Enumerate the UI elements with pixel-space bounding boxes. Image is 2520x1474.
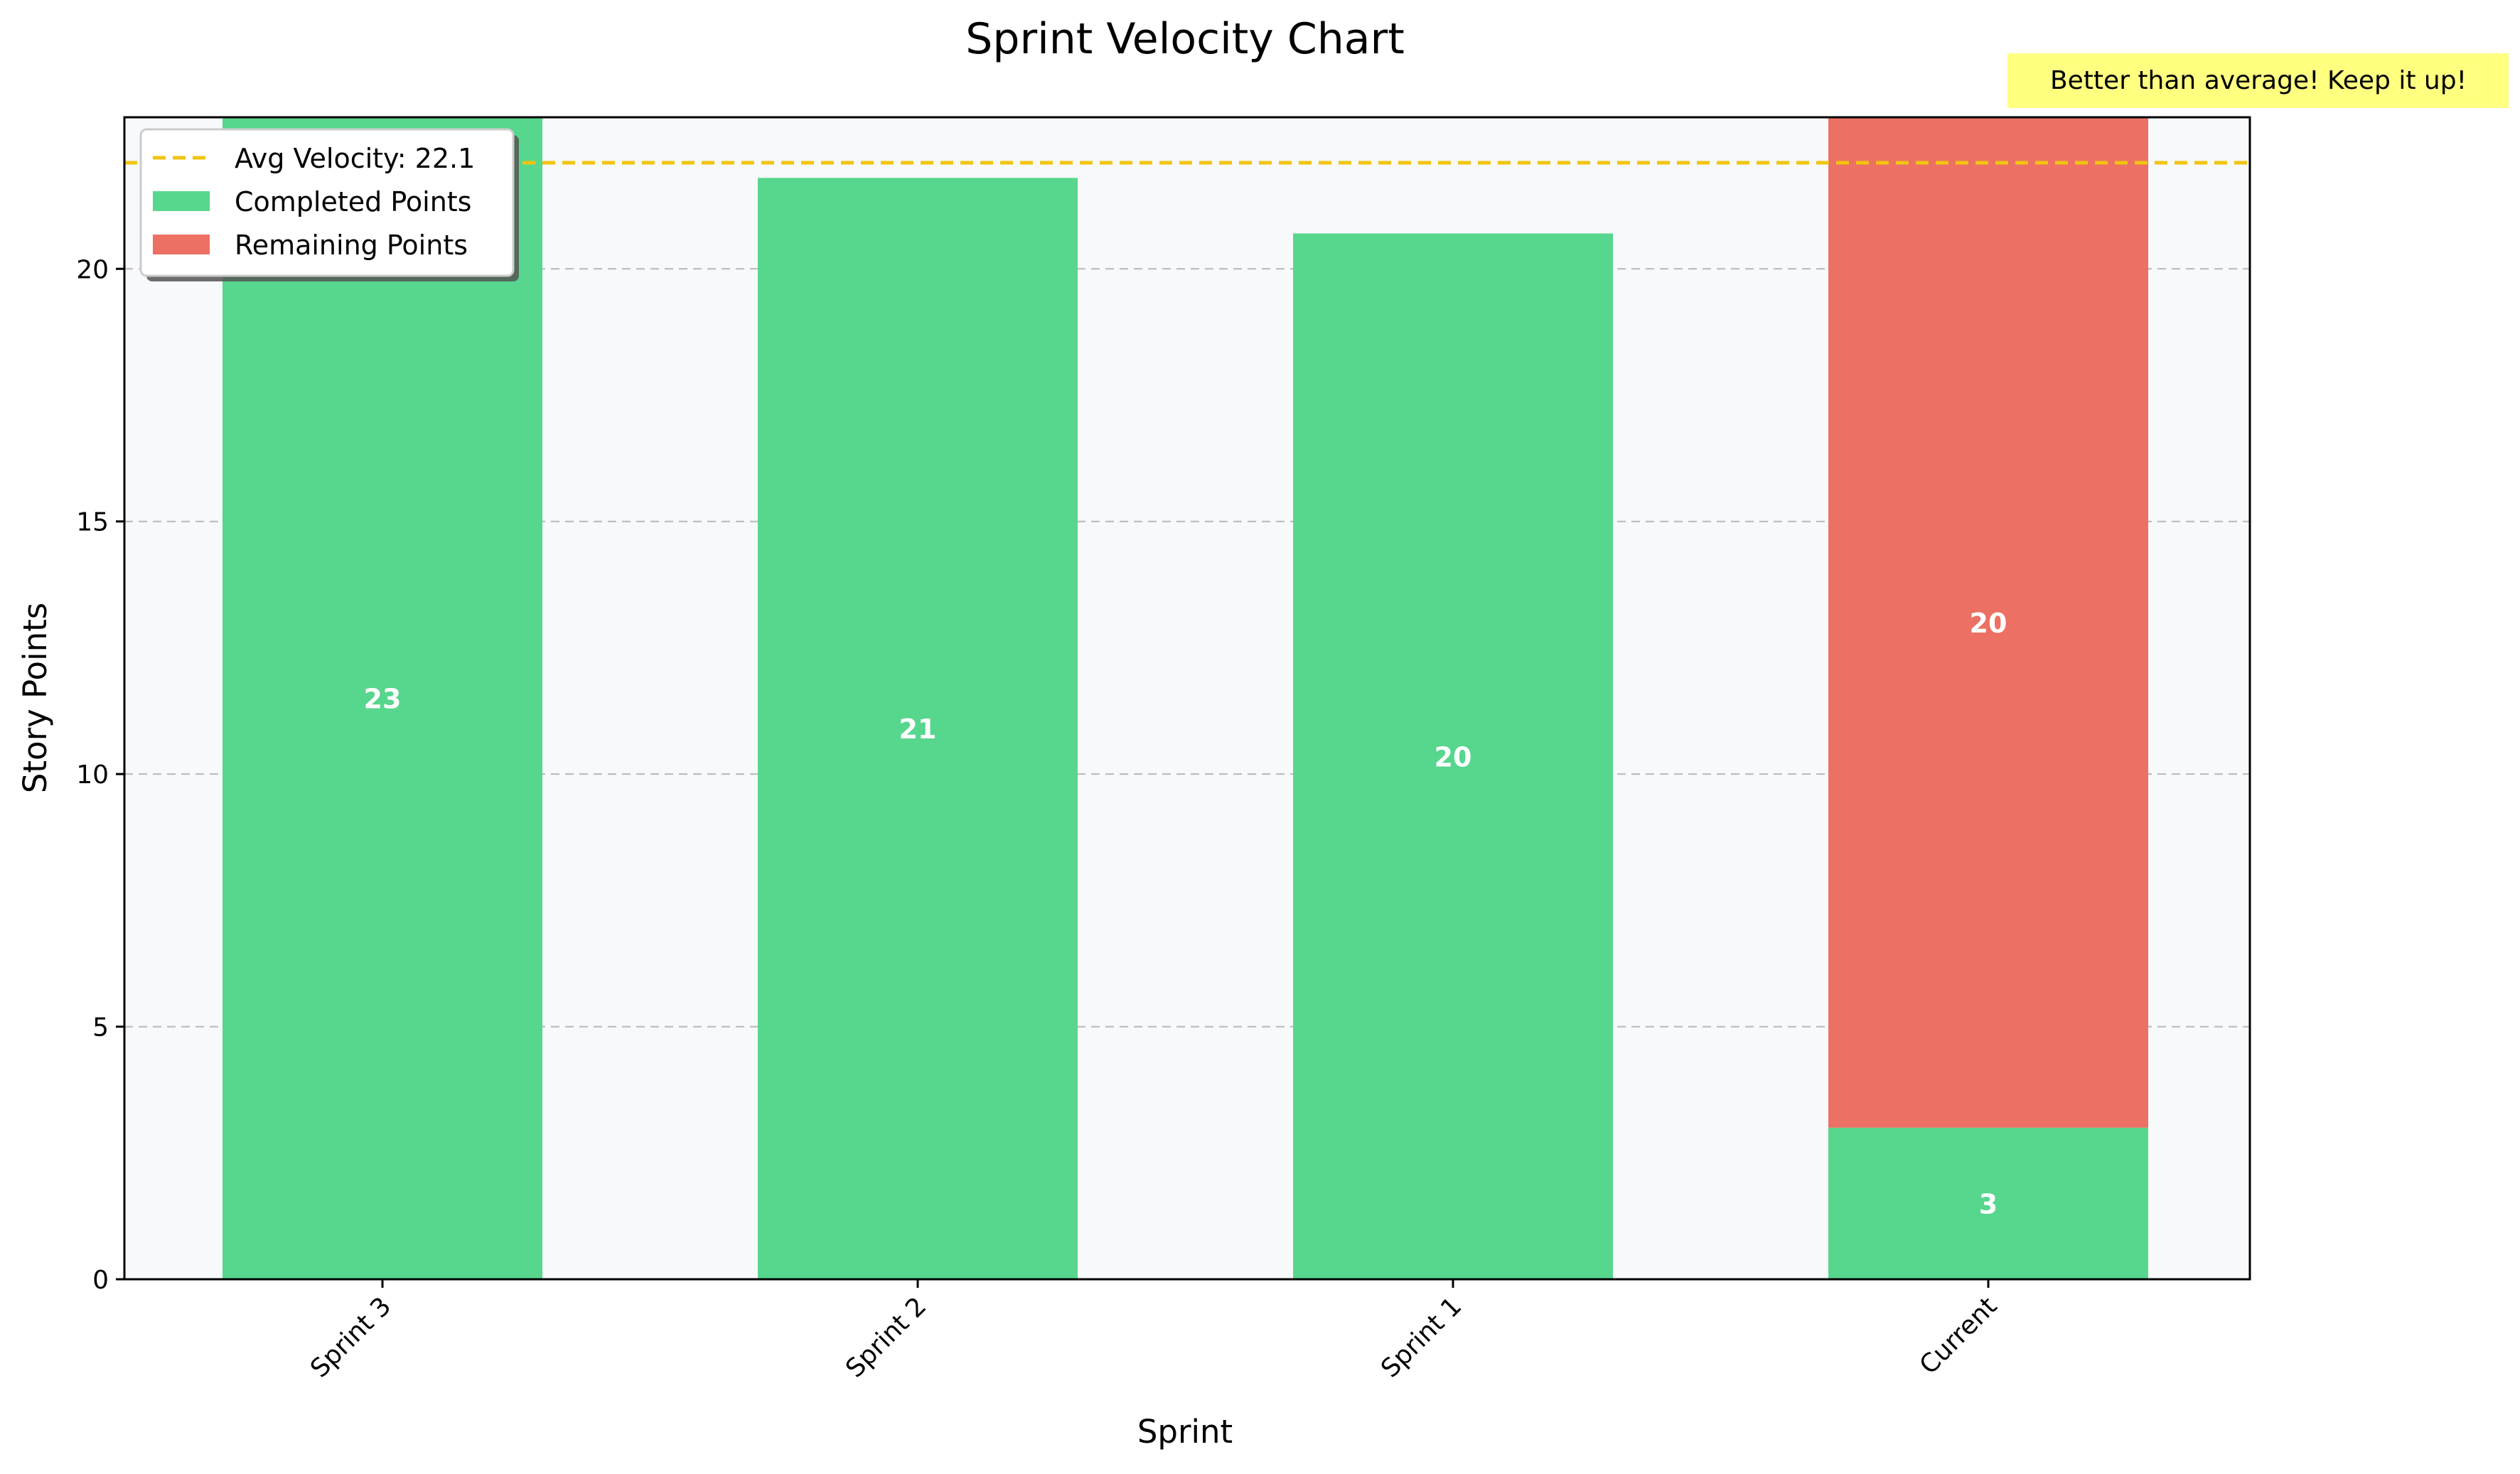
legend-box (139, 128, 515, 277)
legend-remaining-swatch (153, 235, 210, 254)
y-axis-label: Story Points (16, 603, 54, 793)
bar-value-label: 23 (364, 684, 402, 715)
chart-title: Sprint Velocity Chart (965, 14, 1404, 64)
bar-value-label: 3 (1979, 1188, 1998, 1220)
annotation-background (2007, 53, 2509, 108)
legend[interactable]: Avg Velocity: 22.1 Completed Points Rema… (139, 128, 519, 281)
annotation-box: Better than average! Keep it up! (2007, 53, 2509, 108)
completed-bar (758, 178, 1078, 1280)
bar-value-label: 20 (1970, 608, 2007, 639)
legend-completed-swatch (153, 191, 210, 211)
bar-value-label: 20 (1435, 741, 1472, 773)
legend-average-label: Avg Velocity: 22.1 (235, 143, 475, 174)
completed-bar (1828, 1127, 2148, 1279)
bar-labels: 23 21 20 20 3 (364, 608, 2007, 1220)
remaining-bar (1828, 117, 2148, 1128)
y-tick-label: 10 (76, 760, 109, 790)
completed-bar (1293, 233, 1613, 1279)
plot-frame (123, 116, 2251, 1281)
x-axis-label: Sprint (1137, 1413, 1233, 1451)
completed-bar (222, 117, 542, 1279)
y-tick-label: 15 (76, 508, 109, 537)
y-axis: 0 5 10 15 20 (76, 255, 124, 1295)
legend-remaining-label: Remaining Points (235, 230, 468, 261)
bar-value-label: 21 (899, 714, 937, 745)
annotation-text: Better than average! Keep it up! (2050, 66, 2467, 95)
y-tick-label: 5 (92, 1013, 109, 1043)
y-tick-label: 0 (92, 1266, 109, 1295)
y-tick-label: 20 (76, 255, 109, 284)
legend-completed-label: Completed Points (235, 186, 471, 217)
bars (222, 117, 2148, 1280)
